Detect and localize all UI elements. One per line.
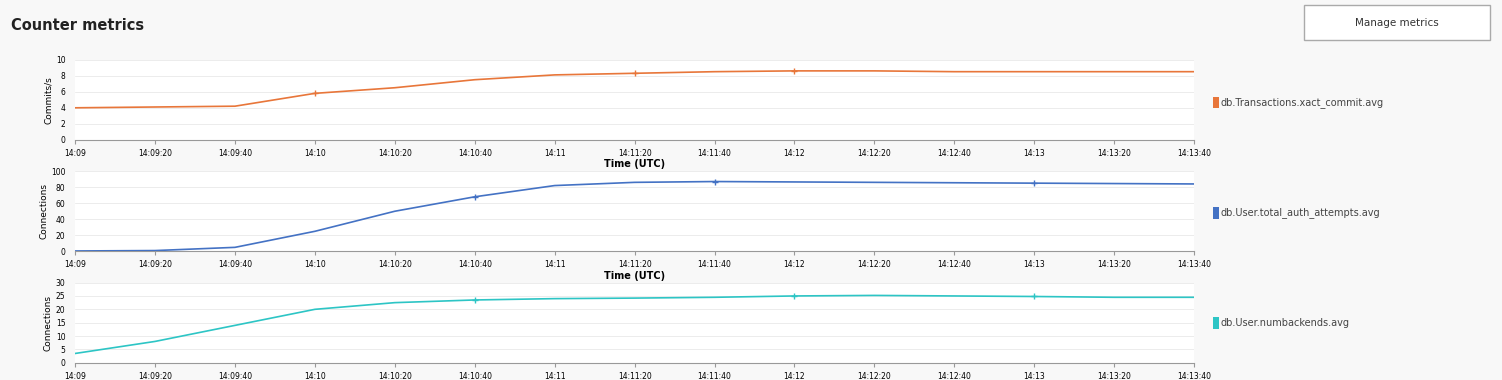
Text: db.User.total_auth_attempts.avg: db.User.total_auth_attempts.avg xyxy=(1220,207,1380,218)
FancyBboxPatch shape xyxy=(1304,5,1490,40)
X-axis label: Time (UTC): Time (UTC) xyxy=(604,159,665,169)
Text: Counter metrics: Counter metrics xyxy=(11,17,144,33)
Text: db.User.numbackends.avg: db.User.numbackends.avg xyxy=(1220,318,1349,328)
Y-axis label: Connections: Connections xyxy=(39,183,48,239)
FancyBboxPatch shape xyxy=(1212,207,1220,218)
FancyBboxPatch shape xyxy=(1212,317,1220,329)
Y-axis label: Connections: Connections xyxy=(44,295,53,351)
FancyBboxPatch shape xyxy=(1212,97,1220,108)
Y-axis label: Commits/s: Commits/s xyxy=(44,76,53,124)
Text: db.Transactions.xact_commit.avg: db.Transactions.xact_commit.avg xyxy=(1220,97,1383,108)
X-axis label: Time (UTC): Time (UTC) xyxy=(604,271,665,281)
Text: Manage metrics: Manage metrics xyxy=(1355,18,1439,28)
